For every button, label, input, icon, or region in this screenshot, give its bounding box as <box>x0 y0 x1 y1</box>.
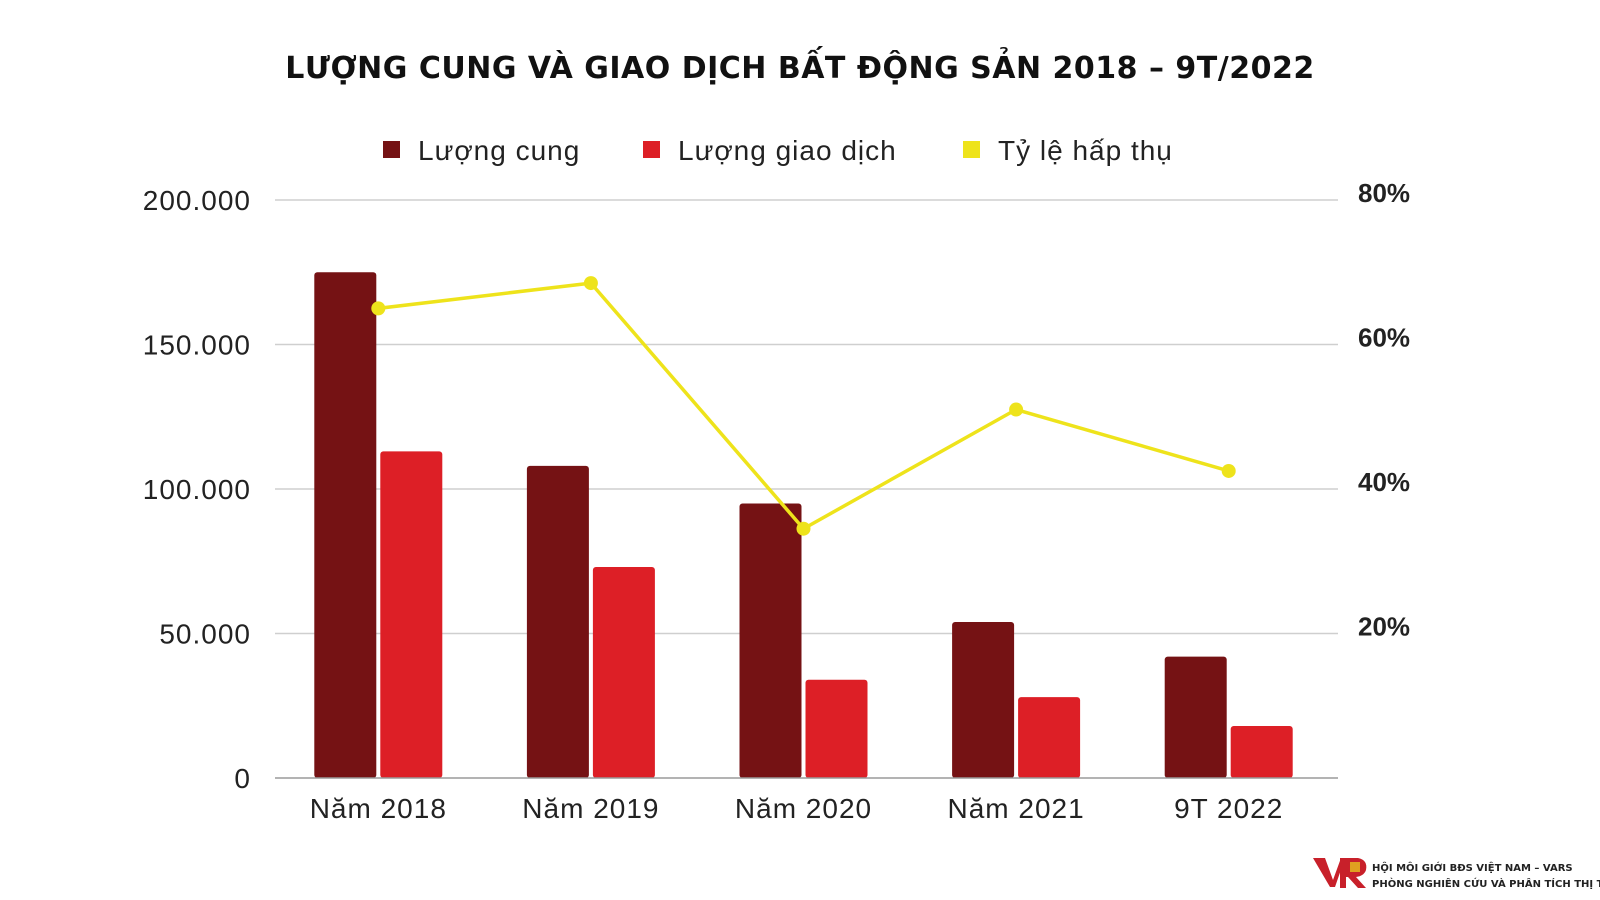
x-tick-label: 9T 2022 <box>1174 793 1283 824</box>
legend: Lượng cung Lượng giao dịch Tỷ lệ hấp thụ <box>383 135 1173 166</box>
absorption-point <box>583 276 598 291</box>
bar-supply <box>952 621 1015 778</box>
absorption-point <box>371 301 386 316</box>
y-left-tick-label: 50.000 <box>159 619 251 650</box>
x-tick-label: Năm 2018 <box>310 793 447 824</box>
absorption-point <box>796 521 811 536</box>
bar-transactions <box>805 679 868 778</box>
y-left-tick-label: 200.000 <box>143 185 251 216</box>
legend-label-transactions: Lượng giao dịch <box>678 135 897 166</box>
bar-supply <box>526 465 589 778</box>
legend-item-transactions: Lượng giao dịch <box>643 135 897 166</box>
bar-supply <box>739 503 802 778</box>
gridlines <box>275 199 1338 635</box>
bar-transactions <box>1230 725 1293 778</box>
y-left-tick-label: 100.000 <box>143 474 251 505</box>
y-right-tick-label: 40% <box>1358 467 1410 497</box>
y-left-tick-label: 0 <box>234 763 251 794</box>
bar-supply <box>314 272 377 778</box>
y-right-tick-label: 80% <box>1358 178 1410 208</box>
bar-transactions <box>380 451 443 778</box>
y-left-tick-label: 150.000 <box>143 330 251 361</box>
chart-title: LƯỢNG CUNG VÀ GIAO DỊCH BẤT ĐỘNG SẢN 201… <box>285 45 1314 86</box>
org-logo: HỘI MÔI GIỚI BĐS VIỆT NAM – VARS PHÒNG N… <box>1313 858 1600 890</box>
x-tick-label: Năm 2019 <box>522 793 659 824</box>
x-axis: Năm 2018 Năm 2019 Năm 2020 Năm 2021 9T 2022 <box>275 777 1338 824</box>
left-axis: 0 50.000 100.000 150.000 200.000 <box>143 185 251 794</box>
legend-label-absorption: Tỷ lệ hấp thụ <box>998 135 1173 166</box>
bar-transactions <box>1018 697 1081 778</box>
org-line-1: HỘI MÔI GIỚI BĐS VIỆT NAM – VARS <box>1372 861 1573 874</box>
y-right-tick-label: 60% <box>1358 323 1410 353</box>
legend-label-supply: Lượng cung <box>418 135 580 166</box>
absorption-point <box>1009 402 1024 417</box>
logo-mark-icon <box>1313 858 1367 888</box>
org-line-2: PHÒNG NGHIÊN CỨU VÀ PHÂN TÍCH THỊ TRƯỜNG <box>1372 877 1600 890</box>
legend-swatch-supply <box>383 141 400 158</box>
legend-swatch-transactions <box>643 141 660 158</box>
right-axis: 20% 40% 60% 80% <box>1358 178 1410 642</box>
legend-swatch-absorption <box>963 141 980 158</box>
bar-supply <box>1164 656 1227 778</box>
x-tick-label: Năm 2021 <box>948 793 1085 824</box>
bars <box>314 272 1293 778</box>
y-right-tick-label: 20% <box>1358 612 1410 642</box>
absorption-line <box>371 276 1236 536</box>
legend-item-supply: Lượng cung <box>383 135 580 166</box>
bar-transactions <box>592 567 655 778</box>
legend-item-absorption: Tỷ lệ hấp thụ <box>963 135 1173 166</box>
x-tick-label: Năm 2020 <box>735 793 872 824</box>
absorption-point <box>1221 463 1236 478</box>
absorption-line-path <box>378 281 1230 531</box>
